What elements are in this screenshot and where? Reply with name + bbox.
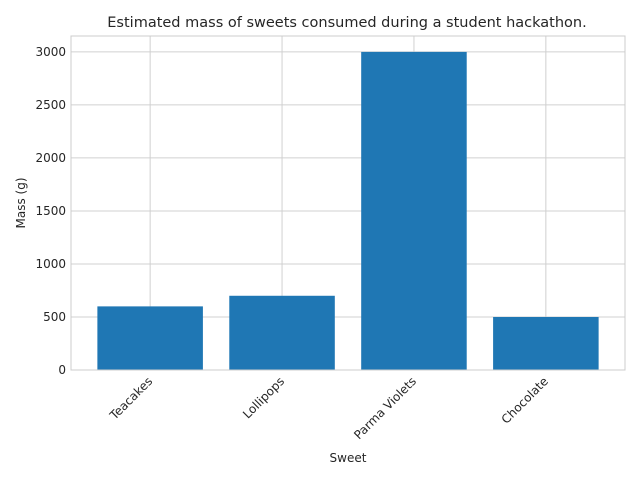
y-tick-label: 1500 xyxy=(35,204,66,218)
bar-lollipops xyxy=(229,295,335,370)
y-axis-label: Mass (g) xyxy=(14,177,28,228)
x-axis-label: Sweet xyxy=(330,451,367,465)
y-tick-label: 3000 xyxy=(35,45,66,59)
y-tick-label: 1000 xyxy=(35,257,66,271)
bars xyxy=(97,51,599,371)
bar-teacakes xyxy=(97,306,203,370)
x-tick-label: Lollipops xyxy=(240,374,287,421)
x-tick-label: Parma Violets xyxy=(351,374,419,442)
x-tick-labels: Teacakes Lollipops Parma Violets Chocolate xyxy=(106,374,551,442)
x-tick-label: Chocolate xyxy=(499,374,551,426)
y-tick-label: 0 xyxy=(58,363,66,377)
chart-title: Estimated mass of sweets consumed during… xyxy=(107,15,586,31)
plot-frame xyxy=(70,35,626,371)
bar-parma-violets xyxy=(361,51,467,371)
y-tick-label: 2000 xyxy=(35,151,66,165)
y-tick-labels: 0 500 1000 1500 2000 2500 3000 xyxy=(35,45,66,377)
bar-chocolate xyxy=(493,316,599,370)
y-tick-label: 500 xyxy=(43,310,66,324)
y-tick-label: 2500 xyxy=(35,98,66,112)
x-tick-label: Teacakes xyxy=(106,374,155,423)
